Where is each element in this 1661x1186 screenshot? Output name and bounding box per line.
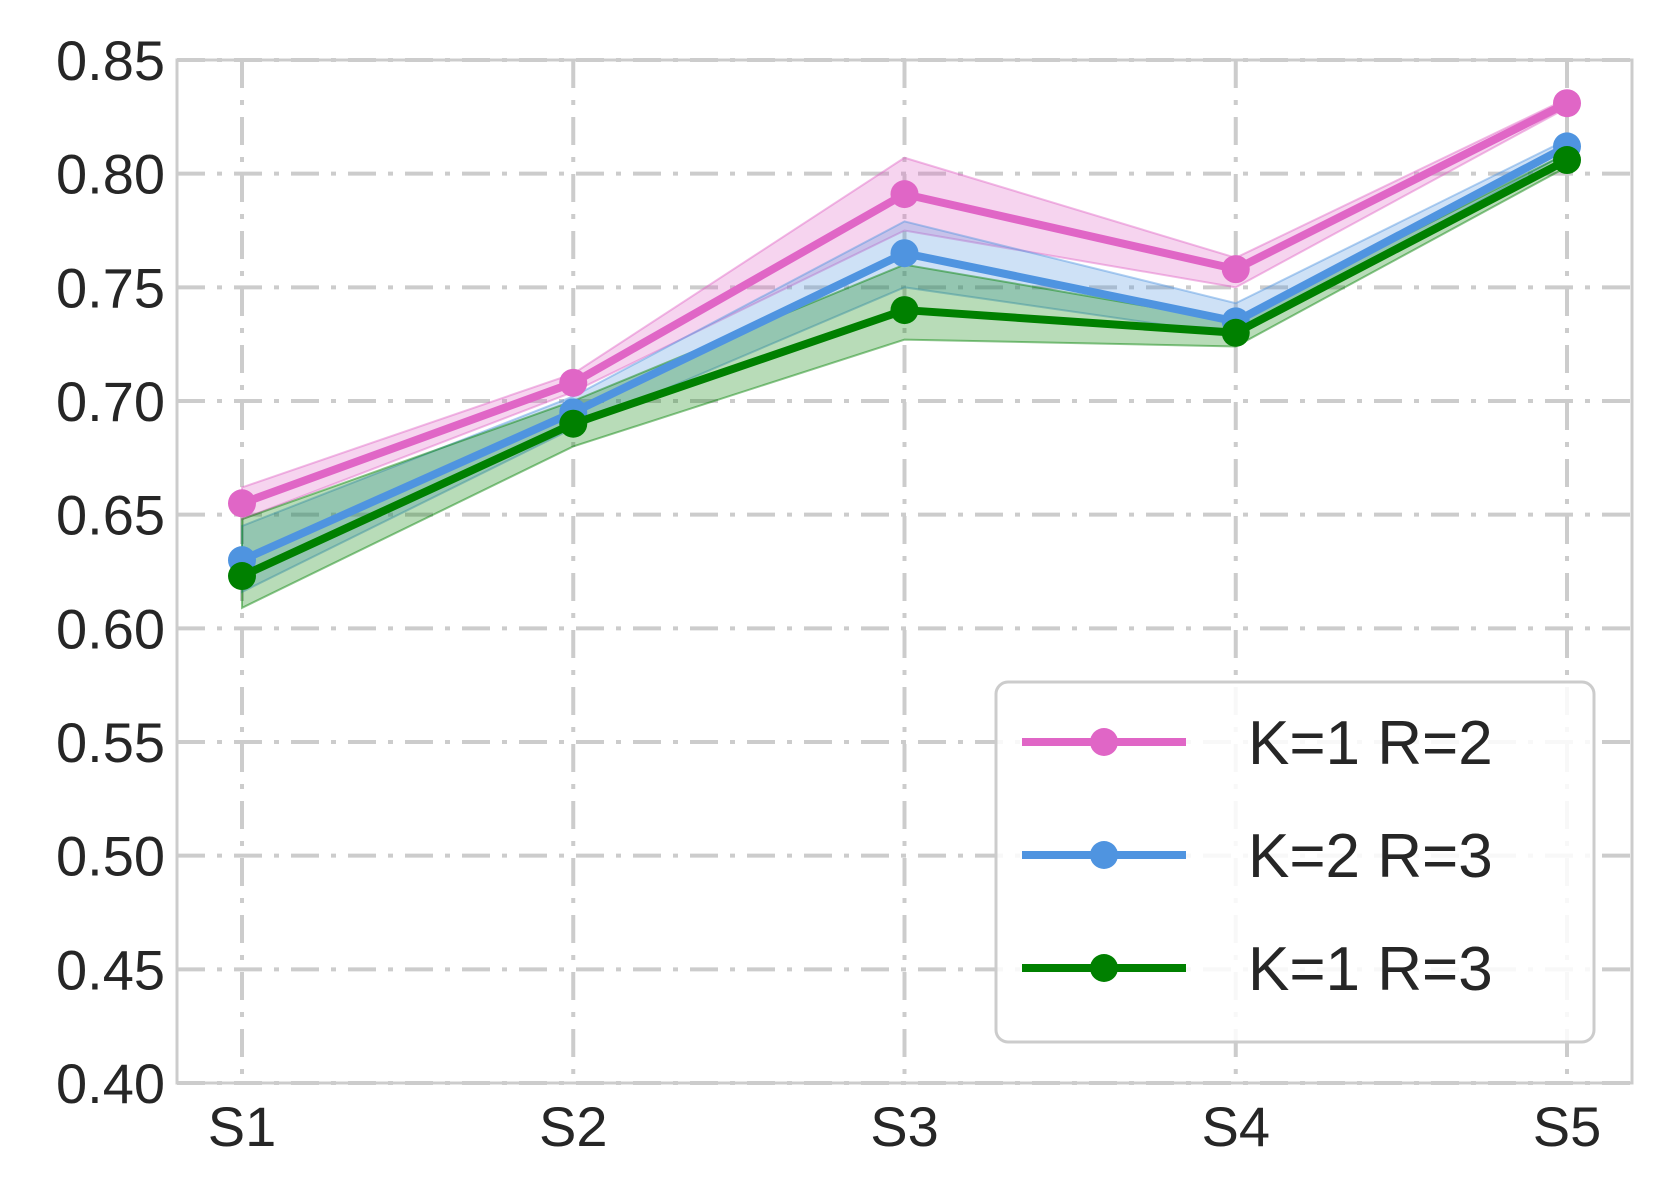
- point-series-1: [228, 489, 256, 518]
- legend-label-1: K=1 R=2: [1248, 709, 1493, 778]
- x-tick-label: S3: [870, 1095, 939, 1158]
- y-tick-label: 0.80: [56, 143, 165, 206]
- x-tick-label: S4: [1202, 1095, 1271, 1158]
- x-tick-label: S2: [539, 1095, 608, 1158]
- legend-marker-1: [1090, 728, 1118, 756]
- point-series-2: [890, 239, 919, 268]
- point-series-3: [890, 296, 919, 325]
- y-tick-label: 0.45: [56, 938, 165, 1001]
- x-tick-label: S5: [1533, 1095, 1602, 1158]
- point-series-1: [890, 180, 919, 209]
- series-lines: [228, 89, 1581, 591]
- legend-marker-2: [1090, 841, 1118, 869]
- legend-label-2: K=2 R=3: [1248, 822, 1493, 891]
- y-tick-label: 0.40: [56, 1052, 165, 1115]
- point-series-1: [1553, 89, 1581, 118]
- point-series-3: [559, 409, 588, 438]
- point-series-1: [559, 368, 588, 397]
- x-axis-ticks: S1 S2 S3 S4 S5: [208, 1095, 1602, 1158]
- y-tick-label: 0.75: [56, 256, 165, 319]
- y-tick-label: 0.70: [56, 370, 165, 433]
- plot-frame: [175, 58, 1634, 1085]
- y-tick-label: 0.65: [56, 484, 165, 547]
- y-tick-label: 0.60: [56, 597, 165, 660]
- point-series-1: [1221, 255, 1250, 284]
- legend-label-3: K=1 R=3: [1248, 935, 1493, 1004]
- legend-marker-3: [1090, 954, 1118, 982]
- legend: K=1 R=2 K=2 R=3 K=1 R=3: [994, 680, 1596, 1044]
- point-series-3: [228, 562, 256, 591]
- point-series-3: [1221, 318, 1250, 347]
- y-tick-label: 0.85: [56, 29, 165, 92]
- y-axis-ticks: 0.40 0.45 0.50 0.55 0.60 0.65 0.70 0.75 0.80 0.85: [56, 29, 165, 1115]
- x-tick-label: S1: [208, 1095, 277, 1158]
- y-tick-label: 0.50: [56, 825, 165, 888]
- y-tick-label: 0.55: [56, 711, 165, 774]
- legend-box: [994, 680, 1596, 1044]
- point-series-3: [1553, 146, 1581, 175]
